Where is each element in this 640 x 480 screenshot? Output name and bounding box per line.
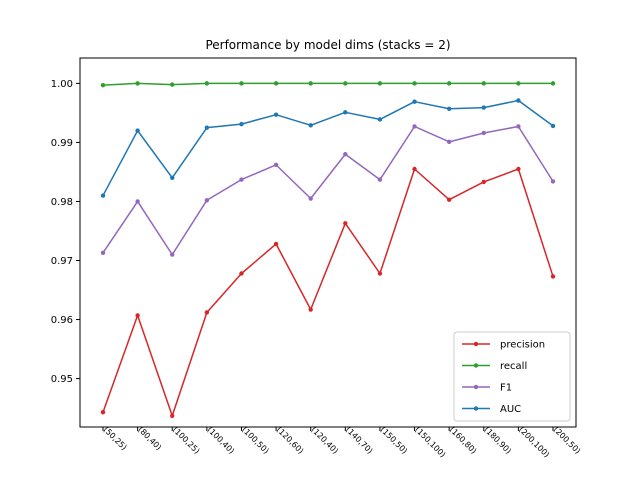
y-tick-label: 0.95 <box>51 374 73 385</box>
data-point-f1 <box>412 124 417 129</box>
data-point-recall <box>135 81 140 86</box>
data-point-auc <box>446 106 452 111</box>
chart-title: Performance by model dims (stacks = 2) <box>205 38 450 52</box>
data-point-recall <box>343 81 348 86</box>
y-tick-label: 0.99 <box>51 138 73 149</box>
legend-box <box>453 331 571 422</box>
data-point-recall <box>516 81 521 86</box>
data-point-precision <box>481 179 486 185</box>
data-point-recall <box>308 81 313 86</box>
legend-marker <box>473 384 479 390</box>
data-point-recall <box>481 81 486 86</box>
series-line-recall <box>102 82 553 86</box>
data-point-precision <box>273 241 279 247</box>
data-point-recall <box>446 81 452 86</box>
data-point-f1 <box>204 198 210 203</box>
data-point-f1 <box>481 130 486 136</box>
data-point-recall <box>100 82 106 88</box>
data-point-f1 <box>343 152 348 157</box>
data-point-precision <box>135 313 140 318</box>
data-point-auc <box>239 121 244 127</box>
legend-marker <box>473 363 479 368</box>
y-tick-label: 0.98 <box>51 197 73 208</box>
data-point-recall <box>412 81 417 86</box>
legend-label: precision <box>500 340 545 351</box>
y-tick-label: 1.00 <box>51 79 73 90</box>
series-line-auc <box>102 99 554 196</box>
data-point-f1 <box>446 139 452 145</box>
data-point-auc <box>516 98 521 103</box>
y-tick-label: 0.96 <box>51 315 73 326</box>
data-point-precision <box>100 410 106 415</box>
series-line-f1 <box>102 125 554 256</box>
data-point-recall <box>550 81 556 86</box>
data-point-f1 <box>273 162 279 168</box>
data-point-f1 <box>170 252 175 257</box>
legend-label: AUC <box>500 404 521 415</box>
data-point-precision <box>446 197 452 202</box>
data-point-precision <box>516 166 521 172</box>
data-point-precision <box>377 271 383 276</box>
y-tick-label: 0.97 <box>51 256 73 267</box>
data-point-precision <box>550 274 556 279</box>
legend-label: F1 <box>500 383 512 394</box>
data-point-precision <box>239 271 244 276</box>
legend: precision recall F1 AUC <box>453 331 571 422</box>
data-point-recall <box>273 81 279 86</box>
data-point-recall <box>170 82 175 87</box>
data-point-auc <box>204 125 210 130</box>
data-point-auc <box>273 112 279 117</box>
data-point-precision <box>343 221 348 226</box>
data-point-auc <box>135 128 140 133</box>
data-point-f1 <box>377 177 383 182</box>
data-point-f1 <box>308 196 313 201</box>
data-point-recall <box>204 81 210 86</box>
plot-frame <box>79 57 577 428</box>
data-point-f1 <box>135 199 140 204</box>
data-point-f1 <box>516 124 521 129</box>
data-point-precision <box>170 413 175 418</box>
data-point-auc <box>100 193 106 198</box>
legend-marker <box>473 406 479 411</box>
data-point-auc <box>481 105 486 110</box>
data-point-auc <box>343 110 348 115</box>
data-point-f1 <box>239 177 244 182</box>
data-point-auc <box>377 117 383 122</box>
data-point-auc <box>170 175 175 181</box>
data-point-precision <box>308 307 313 312</box>
data-point-recall <box>377 81 383 86</box>
data-point-auc <box>412 99 417 104</box>
data-point-recall <box>239 81 244 86</box>
data-point-auc <box>550 123 556 129</box>
legend-label: recall <box>500 361 527 372</box>
data-point-f1 <box>550 179 556 184</box>
series-line-precision <box>102 168 554 417</box>
data-point-auc <box>308 123 313 128</box>
data-point-precision <box>412 166 417 172</box>
legend-marker <box>473 341 479 347</box>
data-point-f1 <box>100 250 106 256</box>
data-point-precision <box>204 310 210 315</box>
